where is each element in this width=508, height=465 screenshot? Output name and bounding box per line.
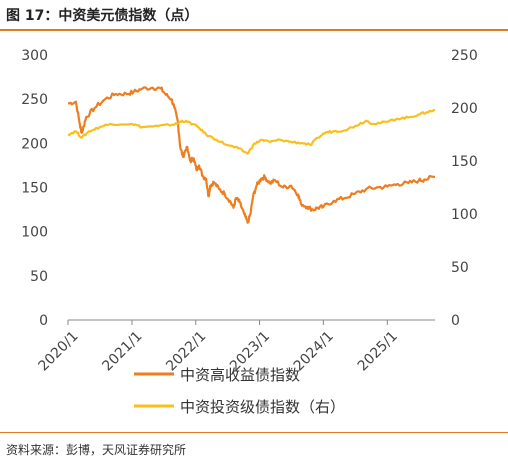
right-tick-label: 100 [451, 207, 478, 223]
left-tick-label: 250 [21, 92, 48, 108]
left-tick-label: 300 [21, 48, 48, 64]
left-tick-label: 0 [39, 313, 48, 329]
legend-label-1: 中资高收益债指数 [180, 366, 300, 384]
title-rule [0, 29, 508, 31]
series-line-2 [67, 108, 435, 155]
figure-title: 图 17：中资美元债指数（点） [6, 8, 199, 24]
right-tick-label: 50 [451, 260, 469, 276]
source-rule [0, 432, 508, 433]
left-tick-label: 100 [21, 225, 48, 241]
right-axis-ticks: 0 50 100 150 200 250 [451, 48, 478, 329]
x-tick-label: 2021/1 [99, 328, 145, 374]
right-tick-label: 200 [451, 101, 478, 117]
left-axis-ticks: 0 50 100 150 200 250 300 [21, 48, 48, 329]
title-bar: 图 17：中资美元债指数（点） [0, 0, 508, 31]
left-tick-label: 50 [30, 269, 48, 285]
left-tick-label: 150 [21, 181, 48, 197]
left-tick-label: 200 [21, 136, 48, 152]
right-tick-label: 150 [451, 154, 478, 170]
chart-area: 0 50 100 150 200 250 300 0 50 100 150 200 250 2020/… [21, 48, 478, 416]
source-note: 资料来源：彭博，天风证券研究所 [6, 443, 187, 457]
legend-label-2: 中资投资级债指数（右） [180, 398, 345, 416]
x-tick-label: 2025/1 [355, 328, 401, 374]
right-tick-label: 250 [451, 48, 478, 64]
series-layer [67, 86, 436, 224]
right-tick-label: 0 [451, 313, 460, 329]
series-line-1 [67, 86, 436, 224]
x-tick-label: 2020/1 [35, 328, 81, 374]
